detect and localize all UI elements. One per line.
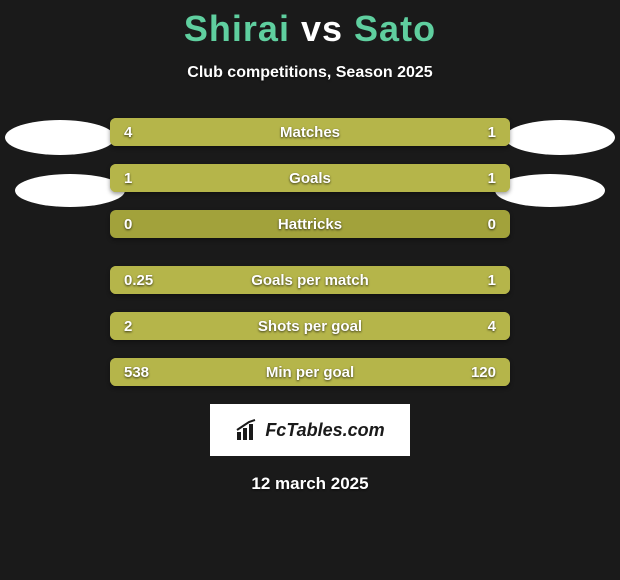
stat-row: 24Shots per goal — [110, 312, 510, 340]
stat-row: 00Hattricks — [110, 210, 510, 238]
vs-text: vs — [301, 8, 343, 49]
watermark-text: FcTables.com — [265, 420, 384, 441]
stat-label: Matches — [110, 118, 510, 146]
chart-icon — [235, 418, 259, 442]
stat-label: Shots per goal — [110, 312, 510, 340]
stat-label: Hattricks — [110, 210, 510, 238]
player1-avatar-shadow — [15, 174, 125, 207]
page-title: Shirai vs Sato — [0, 0, 620, 50]
player2-name: Sato — [354, 8, 436, 49]
subtitle: Club competitions, Season 2025 — [0, 64, 620, 82]
player1-avatar — [5, 120, 115, 155]
stats-bars: 41Matches 11Goals 00Hattricks 0.251Goals pe… — [110, 118, 510, 386]
date-label: 12 march 2025 — [0, 474, 620, 494]
stat-label: Min per goal — [110, 358, 510, 386]
stat-row: 41Matches — [110, 118, 510, 146]
player2-avatar — [505, 120, 615, 155]
stat-label: Goals — [110, 164, 510, 192]
stat-row: 0.251Goals per match — [110, 266, 510, 294]
player2-avatar-shadow — [495, 174, 605, 207]
stat-row: 11Goals — [110, 164, 510, 192]
stat-label: Goals per match — [110, 266, 510, 294]
stat-row: 538120Min per goal — [110, 358, 510, 386]
watermark-badge: FcTables.com — [210, 404, 410, 456]
player1-name: Shirai — [184, 8, 290, 49]
